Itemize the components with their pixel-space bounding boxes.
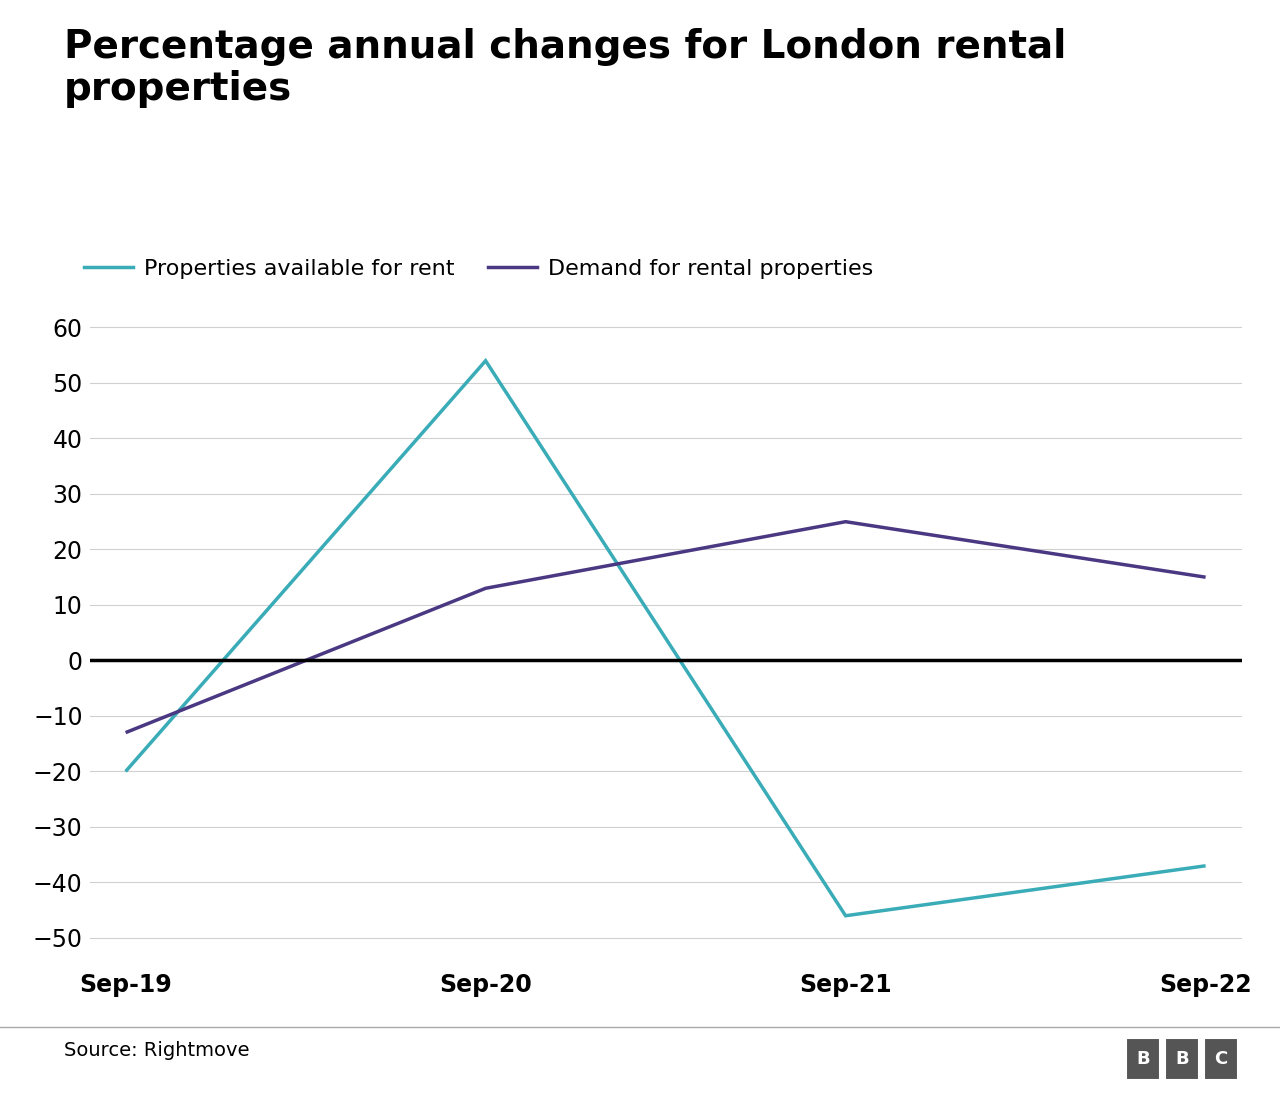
Text: B: B bbox=[1175, 1050, 1189, 1068]
Bar bbox=[1204, 1038, 1238, 1080]
Text: C: C bbox=[1215, 1050, 1228, 1068]
Legend: Properties available for rent, Demand for rental properties: Properties available for rent, Demand fo… bbox=[76, 250, 882, 287]
Bar bbox=[1126, 1038, 1160, 1080]
Text: Source: Rightmove: Source: Rightmove bbox=[64, 1041, 250, 1060]
Text: Percentage annual changes for London rental
properties: Percentage annual changes for London ren… bbox=[64, 28, 1066, 109]
Bar bbox=[1165, 1038, 1199, 1080]
Text: B: B bbox=[1137, 1050, 1149, 1068]
